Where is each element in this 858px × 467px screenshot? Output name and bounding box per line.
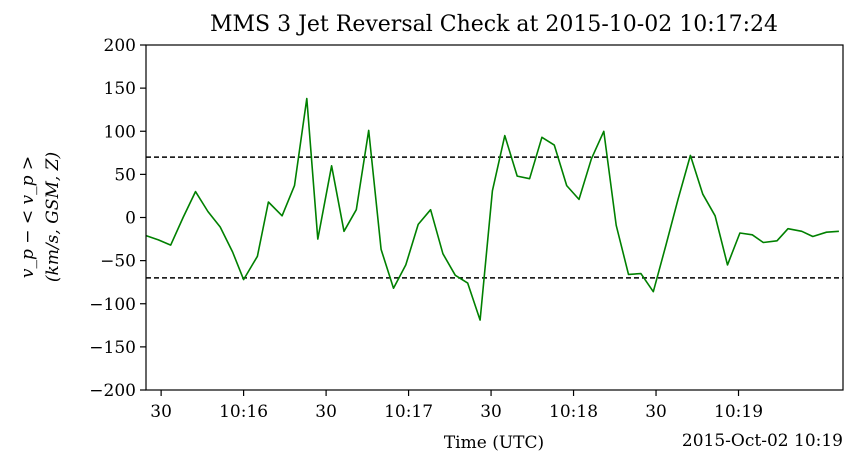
- y-axis-label-line1: v_p − < v_p >: [18, 156, 38, 278]
- series-line: [145, 97, 839, 321]
- x-tick-label: 10:16: [219, 402, 268, 422]
- x-axis-label: Time (UTC): [444, 433, 544, 453]
- chart-title: MMS 3 Jet Reversal Check at 2015-10-02 1…: [210, 12, 778, 37]
- threshold-lines: [146, 156, 843, 279]
- series-layer: [145, 97, 839, 321]
- x-tick-label: 10:17: [384, 402, 433, 422]
- plot-frame: [145, 44, 844, 391]
- x-tick-label: 30: [480, 402, 502, 422]
- y-tick-label: 150: [104, 79, 136, 99]
- x-tick-label: 30: [150, 402, 172, 422]
- x-tick-label: 10:19: [714, 402, 763, 422]
- y-tick-label: 200: [104, 36, 136, 56]
- y-tick-label: −100: [89, 295, 136, 315]
- y-tick-label: 50: [114, 165, 136, 185]
- y-tick-label: −150: [89, 338, 136, 358]
- x-tick-label: 30: [645, 402, 667, 422]
- y-tick-label: −200: [89, 381, 136, 401]
- y-axis: 200 150 100 50 0 −50 −100 −150 −200: [89, 36, 146, 401]
- x-tick-label: 10:18: [549, 402, 598, 422]
- y-tick-label: 0: [125, 209, 136, 229]
- x-tick-label: 30: [315, 402, 337, 422]
- y-tick-label: −50: [100, 252, 136, 272]
- x-axis: 30 10:16 30 10:17 30 10:18 30 10:19: [150, 390, 763, 422]
- y-tick-label: 100: [104, 122, 136, 142]
- y-axis-label-line2: (km/s, GSM, Z): [43, 152, 63, 282]
- x-offset-label: 2015-Oct-02 10:19: [682, 431, 843, 451]
